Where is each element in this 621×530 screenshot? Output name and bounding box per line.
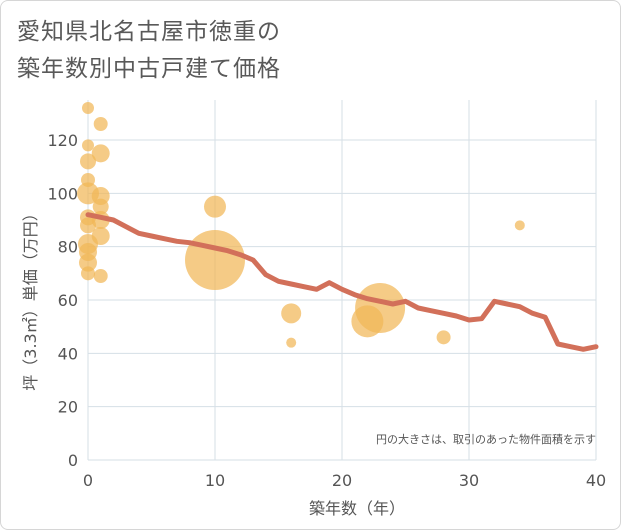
- y-tick-label: 80: [58, 238, 78, 257]
- trend-line-layer: [85, 212, 599, 352]
- average-price-line: [85, 212, 599, 352]
- bubble-point: [355, 283, 406, 333]
- y-tick-label: 100: [47, 184, 78, 203]
- x-tick-label: 0: [83, 471, 93, 490]
- bubble-layer: [77, 102, 525, 348]
- y-tick-label: 20: [58, 398, 78, 417]
- chart-title-line1: 愛知県北名古屋市徳重の: [17, 19, 281, 45]
- grid: [87, 100, 597, 461]
- bubble-point: [286, 337, 297, 348]
- bubble-point: [514, 220, 525, 231]
- bubble-point: [91, 227, 110, 245]
- bubble-point: [82, 102, 94, 114]
- x-axis-label: 築年数（年）: [309, 499, 405, 518]
- bubble-point: [81, 266, 95, 281]
- bubble-point: [281, 303, 302, 324]
- x-tick-labels: 0 10 20 30 40: [83, 471, 606, 490]
- bubble-point: [79, 253, 97, 272]
- bubble-point: [82, 139, 94, 152]
- y-tick-label: 60: [58, 291, 78, 310]
- y-tick-label: 40: [58, 344, 78, 363]
- bubble-point: [204, 195, 226, 218]
- x-tick-label: 40: [586, 471, 606, 490]
- x-tick-label: 20: [332, 471, 352, 490]
- bubble-point: [93, 117, 108, 131]
- bubble-point: [80, 153, 96, 170]
- y-tick-label: 0: [68, 451, 78, 470]
- bubble-point: [91, 144, 110, 163]
- bubble-point: [436, 330, 451, 345]
- y-tick-label: 120: [47, 131, 78, 150]
- chart-title: 愛知県北名古屋市徳重の 築年数別中古戸建て価格: [17, 14, 281, 88]
- y-tick-labels: 0 20 40 60 80 100 120: [47, 131, 78, 470]
- y-axis-label: 坪（3.3㎡）単価（万円）: [21, 205, 40, 390]
- x-tick-label: 10: [205, 471, 225, 490]
- x-tick-label: 30: [459, 471, 479, 490]
- bubble-point: [93, 269, 108, 283]
- bubble-size-note: 円の大きさは、取引のあった物件面積を示す: [376, 432, 596, 446]
- chart-title-line2: 築年数別中古戸建て価格: [17, 56, 281, 82]
- bubble-point: [92, 198, 109, 215]
- bubble-point: [185, 230, 245, 290]
